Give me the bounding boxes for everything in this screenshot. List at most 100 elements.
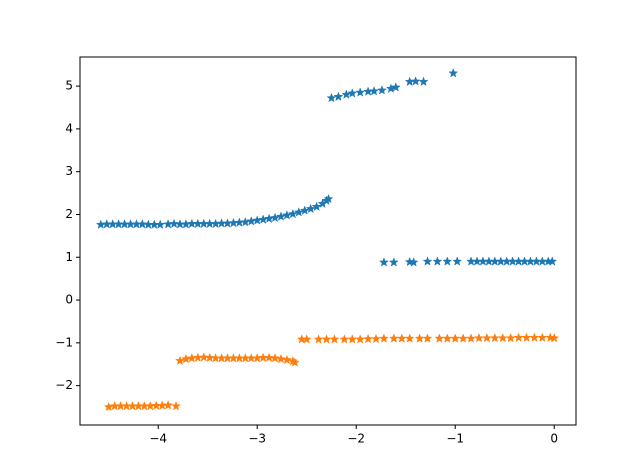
point: [458, 333, 469, 343]
point: [355, 87, 366, 97]
point: [198, 352, 209, 362]
point: [252, 353, 263, 363]
point: [377, 85, 387, 95]
point: [363, 333, 374, 344]
point: [355, 334, 366, 344]
point: [378, 333, 389, 343]
y-tick-label: 0: [65, 293, 73, 307]
point: [390, 82, 401, 92]
point: [289, 357, 300, 367]
point: [163, 400, 174, 410]
point: [489, 332, 500, 343]
point: [171, 400, 181, 411]
point: [270, 212, 280, 223]
point: [299, 205, 310, 215]
point: [234, 217, 245, 227]
point: [418, 76, 429, 87]
point: [276, 211, 286, 221]
point: [414, 333, 425, 343]
point: [422, 256, 433, 266]
point: [378, 257, 389, 267]
x-tick-label: −3: [248, 432, 266, 446]
point: [333, 91, 344, 102]
point: [339, 334, 350, 344]
point: [313, 334, 324, 344]
point: [145, 400, 156, 411]
point: [371, 333, 381, 344]
point: [529, 332, 540, 342]
point: [163, 219, 174, 229]
point: [323, 193, 334, 204]
y-tick-label: −1: [55, 335, 73, 349]
point: [537, 332, 548, 342]
y-tick-label: 2: [65, 207, 73, 221]
point: [137, 219, 148, 229]
point: [169, 218, 180, 229]
point: [258, 214, 269, 224]
point: [404, 76, 415, 87]
point: [264, 352, 275, 363]
point: [329, 334, 340, 344]
point: [369, 86, 379, 96]
point: [326, 92, 337, 103]
point: [192, 352, 203, 363]
x-tick-label: 0: [550, 432, 558, 446]
point: [281, 210, 292, 220]
point: [549, 332, 560, 343]
point: [305, 203, 316, 214]
point: [388, 257, 399, 267]
point: [222, 218, 233, 228]
point: [95, 219, 106, 229]
point: [180, 219, 191, 229]
x-tick-label: −2: [347, 432, 365, 446]
point: [103, 401, 114, 412]
point: [513, 332, 524, 342]
point: [240, 216, 251, 227]
point: [281, 354, 292, 365]
point: [155, 219, 166, 229]
point: [547, 256, 558, 266]
x-tick-label: −1: [446, 432, 464, 446]
point: [410, 76, 421, 86]
y-tick-label: 1: [65, 250, 73, 264]
point: [293, 207, 304, 217]
point: [404, 333, 415, 343]
y-tick-label: 4: [65, 121, 73, 135]
point: [452, 256, 463, 266]
point: [432, 256, 443, 266]
point: [252, 215, 263, 225]
point: [466, 333, 477, 343]
point: [505, 332, 516, 343]
point: [228, 217, 239, 228]
point: [311, 201, 322, 211]
y-tick-label: 3: [65, 164, 73, 178]
x-tick-label: −4: [149, 432, 167, 446]
point: [388, 333, 399, 343]
point: [422, 333, 433, 343]
point: [363, 86, 374, 96]
point: [474, 332, 484, 343]
point: [347, 334, 358, 344]
point: [210, 218, 221, 229]
point: [347, 88, 358, 98]
point: [321, 334, 332, 344]
point: [434, 333, 445, 343]
point: [270, 353, 280, 363]
point: [497, 332, 508, 343]
point: [180, 353, 191, 364]
y-tick-label: 5: [65, 79, 73, 93]
point: [408, 257, 419, 267]
point: [341, 89, 352, 99]
point: [186, 353, 197, 363]
point: [175, 355, 185, 366]
point: [450, 333, 461, 343]
point: [264, 213, 275, 223]
point: [204, 352, 215, 363]
point: [442, 333, 453, 343]
point: [287, 208, 298, 219]
point: [396, 333, 407, 343]
plot-frame: [79, 56, 577, 426]
point: [481, 332, 492, 343]
point: [521, 332, 532, 342]
point: [246, 216, 257, 226]
